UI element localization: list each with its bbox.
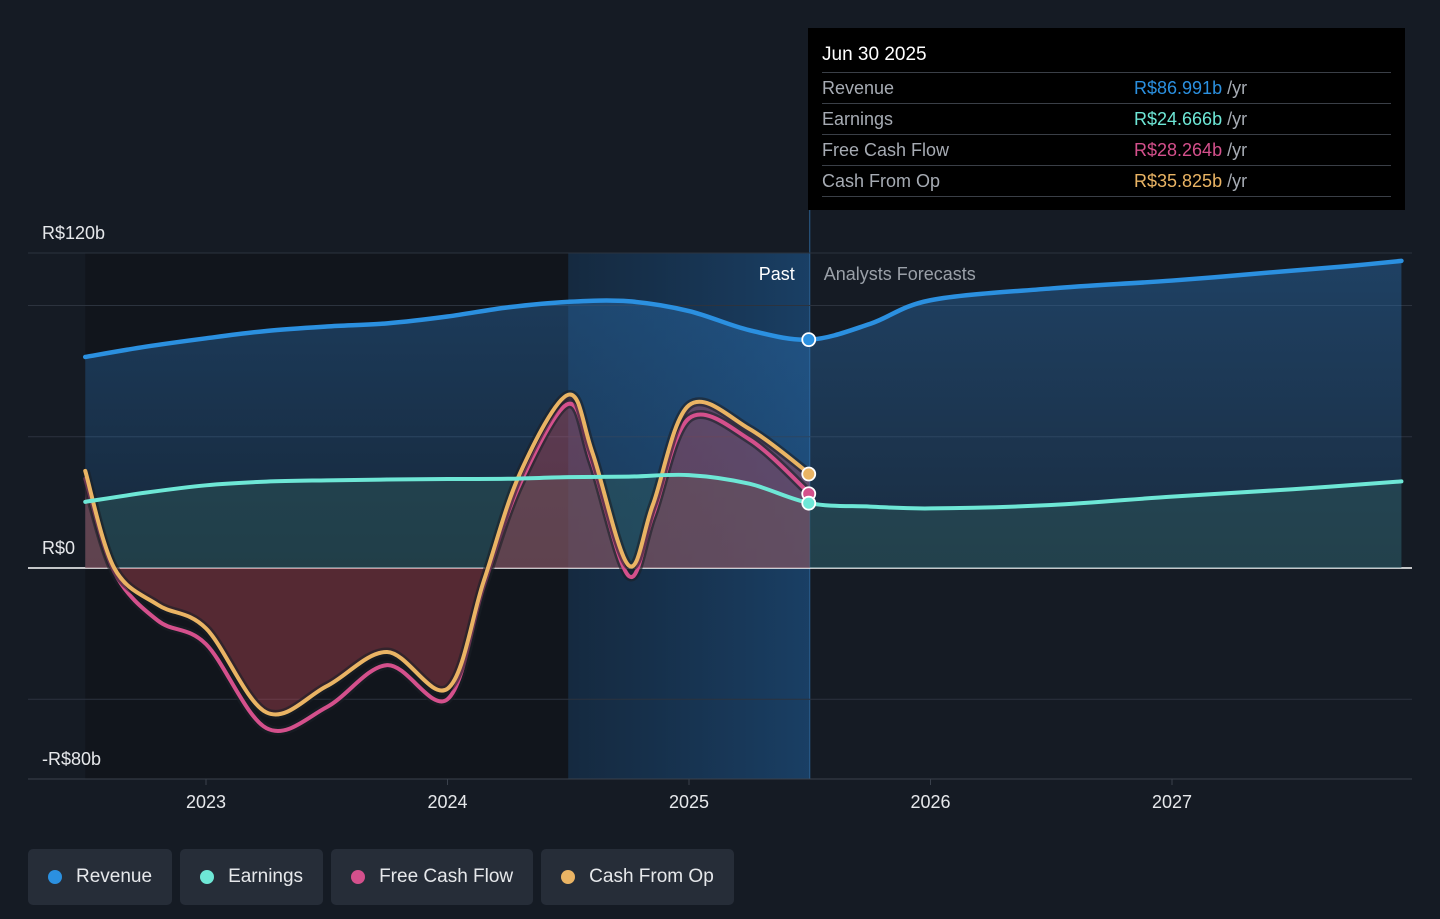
legend-item-earnings[interactable]: Earnings — [180, 849, 324, 905]
legend-item-free-cash-flow[interactable]: Free Cash Flow — [331, 849, 534, 905]
tooltip-label: Free Cash Flow — [822, 139, 950, 160]
past-label: Past — [759, 264, 795, 284]
tooltip-unit: /yr — [1227, 108, 1248, 129]
y-tick-label: -R$80b — [42, 749, 101, 769]
x-tick-label: 2023 — [186, 792, 226, 812]
tooltip-value: R$35.825b — [1134, 170, 1223, 191]
tooltip-row-cash-from-op: Cash From Op R$35.825b /yr — [822, 165, 1391, 197]
tooltip-label: Cash From Op — [822, 170, 941, 191]
earnings-dot-icon — [200, 870, 215, 884]
tooltip-unit: /yr — [1227, 139, 1248, 160]
legend-item-revenue[interactable]: Revenue — [28, 849, 173, 905]
legend-label: Earnings — [228, 866, 304, 887]
legend: Revenue Earnings Free Cash Flow Cash Fro… — [28, 849, 734, 905]
x-tick-label: 2024 — [427, 792, 467, 812]
cash-from-op-dot-icon — [561, 870, 576, 884]
earnings-line — [83, 472, 1404, 511]
revenue-area — [85, 260, 1402, 568]
earnings-area — [85, 474, 1402, 568]
legend-label: Cash From Op — [589, 866, 714, 887]
y-tick-label: R$0 — [42, 538, 75, 558]
tooltip-label: Revenue — [822, 77, 895, 98]
free-cash-flow-dot-icon — [351, 870, 366, 884]
tooltip-value: R$86.991b — [1134, 77, 1223, 98]
x-tick-label: 2027 — [1152, 792, 1192, 812]
tooltip-panel: Jun 30 2025 Revenue R$86.991b /yr Earnin… — [808, 28, 1405, 210]
tooltip-label: Earnings — [822, 108, 894, 129]
tooltip-value: R$24.666b — [1134, 108, 1223, 129]
tooltip-unit: /yr — [1227, 170, 1248, 191]
legend-label: Revenue — [76, 866, 153, 887]
tooltip-row-earnings: Earnings R$24.666b /yr — [822, 103, 1391, 134]
tooltip-row-free-cash-flow: Free Cash Flow R$28.264b /yr — [822, 134, 1391, 165]
cash-from-op-marker — [801, 466, 817, 482]
revenue-dot-icon — [48, 870, 62, 884]
x-tick-label: 2025 — [669, 792, 709, 812]
cash-from-op-line — [83, 392, 812, 717]
tooltip-date: Jun 30 2025 — [822, 44, 927, 65]
tooltip-row-revenue: Revenue R$86.991b /yr — [822, 72, 1391, 103]
tooltip-value: R$28.264b — [1134, 139, 1223, 160]
legend-item-cash-from-op[interactable]: Cash From Op — [541, 849, 734, 905]
forecast-label: Analysts Forecasts — [824, 264, 976, 284]
x-tick-label: 2026 — [910, 792, 950, 812]
legend-label: Free Cash Flow — [379, 866, 514, 887]
cash-flow-area — [85, 394, 810, 715]
revenue-marker — [801, 332, 817, 348]
y-tick-label: R$120b — [42, 223, 105, 243]
revenue-line — [83, 258, 1404, 360]
earnings-marker — [801, 495, 817, 511]
tooltip-unit: /yr — [1227, 77, 1248, 98]
